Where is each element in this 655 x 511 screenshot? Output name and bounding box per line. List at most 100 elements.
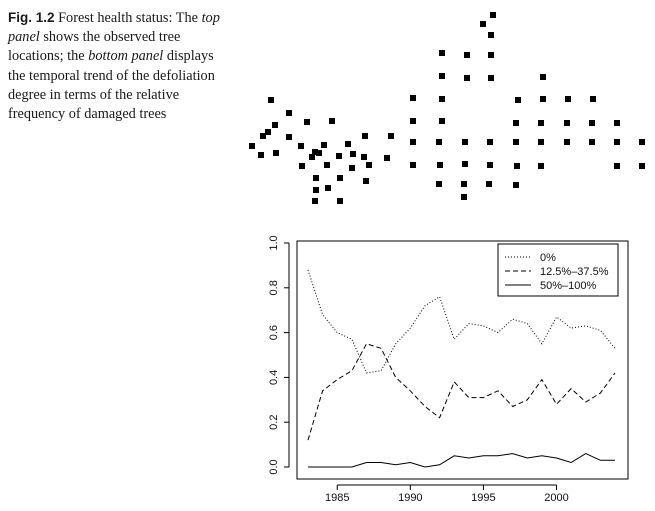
tree-location-marker bbox=[286, 110, 292, 116]
legend-label-50-100pct: 50%–100% bbox=[540, 280, 596, 292]
x-tick-label: 1990 bbox=[398, 492, 422, 504]
tree-location-marker bbox=[538, 139, 544, 145]
tree-location-marker bbox=[260, 133, 266, 139]
x-tick-label: 1995 bbox=[471, 492, 495, 504]
tree-location-marker bbox=[329, 118, 335, 124]
tree-location-marker bbox=[565, 96, 571, 102]
x-tick-label: 2000 bbox=[544, 492, 568, 504]
tree-location-marker bbox=[316, 150, 322, 156]
tree-location-marker bbox=[590, 96, 596, 102]
x-axis: 1985 1990 1995 2000 bbox=[325, 484, 569, 504]
tree-location-marker bbox=[363, 178, 369, 184]
tree-location-marker bbox=[249, 143, 255, 149]
tree-location-marker bbox=[436, 139, 442, 145]
tree-location-marker bbox=[345, 141, 351, 147]
tree-location-marker bbox=[437, 162, 443, 168]
legend-label-12-37pct: 12.5%–37.5% bbox=[540, 266, 609, 278]
tree-location-marker bbox=[312, 149, 318, 155]
tree-location-marker bbox=[514, 163, 520, 169]
tree-location-marker bbox=[265, 129, 271, 135]
y-tick-label: 1.0 bbox=[268, 235, 280, 250]
tree-location-marker bbox=[321, 142, 327, 148]
tree-location-marker bbox=[488, 75, 494, 81]
tree-location-marker bbox=[336, 153, 342, 159]
caption-emphasis-top-panel: top panel bbox=[8, 10, 220, 46]
tree-location-marker bbox=[286, 134, 292, 140]
tree-location-marker bbox=[410, 118, 416, 124]
tree-location-marker bbox=[366, 162, 372, 168]
tree-location-marker bbox=[384, 155, 390, 161]
tree-location-marker bbox=[639, 163, 645, 169]
legend-box bbox=[497, 243, 619, 297]
x-tick-label: 1985 bbox=[325, 492, 349, 504]
tree-location-marker bbox=[538, 120, 544, 126]
y-tick-label: 0.2 bbox=[268, 415, 280, 430]
tree-location-marker bbox=[272, 122, 278, 128]
tree-location-marker bbox=[513, 120, 519, 126]
tree-location-marker bbox=[564, 120, 570, 126]
y-axis: 0.0 0.2 0.4 0.6 0.8 1.0 bbox=[268, 235, 290, 475]
series-lines bbox=[307, 269, 616, 468]
y-tick-label: 0.4 bbox=[268, 370, 280, 385]
legend-label-0pct: 0% bbox=[540, 252, 556, 264]
tree-location-marker bbox=[388, 133, 394, 139]
tree-location-marker bbox=[439, 96, 445, 102]
tree-location-marker bbox=[564, 139, 570, 145]
tree-location-marker bbox=[436, 181, 442, 187]
series-line-1 bbox=[307, 343, 616, 441]
tree-location-marker bbox=[513, 139, 519, 145]
tree-location-marker bbox=[490, 12, 496, 18]
tree-location-marker bbox=[540, 96, 546, 102]
tree-location-marker bbox=[362, 133, 368, 139]
series-line-2 bbox=[308, 453, 615, 468]
tree-location-marker bbox=[461, 181, 467, 187]
tree-location-marker bbox=[337, 198, 343, 204]
tree-location-marker bbox=[488, 32, 494, 38]
tree-location-marker bbox=[439, 73, 445, 79]
tree-location-marker bbox=[439, 50, 445, 56]
tree-location-marker bbox=[410, 95, 416, 101]
tree-location-marker bbox=[350, 151, 356, 157]
legend: 0% 12.5%–37.5% 50%–100% bbox=[497, 243, 619, 297]
tree-location-marker bbox=[439, 118, 445, 124]
tree-location-marker bbox=[488, 52, 494, 58]
tree-location-marker bbox=[325, 185, 331, 191]
tree-location-marker bbox=[304, 119, 310, 125]
tree-location-marker bbox=[614, 139, 620, 145]
tree-location-marker bbox=[464, 52, 470, 58]
tree-location-marker bbox=[538, 163, 544, 169]
tree-location-marker bbox=[410, 139, 416, 145]
tree-location-marker bbox=[464, 75, 470, 81]
tree-location-marker bbox=[268, 97, 274, 103]
tree-location-marker bbox=[487, 162, 493, 168]
plot-frame bbox=[296, 240, 629, 480]
figure-label: Fig. 1.2 bbox=[8, 10, 55, 25]
tree-location-marker bbox=[480, 21, 486, 27]
tree-location-marker bbox=[313, 175, 319, 181]
y-tick-label: 0.8 bbox=[268, 280, 280, 295]
tree-location-marker bbox=[540, 74, 546, 80]
tree-location-marker bbox=[486, 181, 492, 187]
tree-location-marker bbox=[614, 163, 620, 169]
tree-location-marker bbox=[349, 165, 355, 171]
tree-location-marker bbox=[258, 152, 264, 158]
tree-location-marker bbox=[462, 161, 468, 167]
tree-location-marker bbox=[513, 182, 519, 188]
tree-location-marker bbox=[312, 198, 318, 204]
tree-location-marker bbox=[298, 143, 304, 149]
tree-location-marker bbox=[589, 139, 595, 145]
tree-location-map bbox=[249, 12, 645, 204]
caption-text-2: shows the observed tree locations; the bbox=[8, 29, 181, 65]
tree-location-marker bbox=[589, 120, 595, 126]
tree-location-marker bbox=[639, 139, 645, 145]
tree-location-marker bbox=[273, 150, 279, 156]
tree-location-marker bbox=[462, 139, 468, 145]
tree-location-marker bbox=[337, 175, 343, 181]
figure-caption: Fig. 1.2 Forest health status: The top p… bbox=[8, 8, 223, 124]
y-tick-label: 0.0 bbox=[268, 459, 280, 474]
tree-location-marker bbox=[461, 194, 467, 200]
tree-location-marker bbox=[410, 162, 416, 168]
tree-location-marker bbox=[324, 162, 330, 168]
caption-text-3: displays the temporal trend of the defol… bbox=[8, 48, 215, 123]
